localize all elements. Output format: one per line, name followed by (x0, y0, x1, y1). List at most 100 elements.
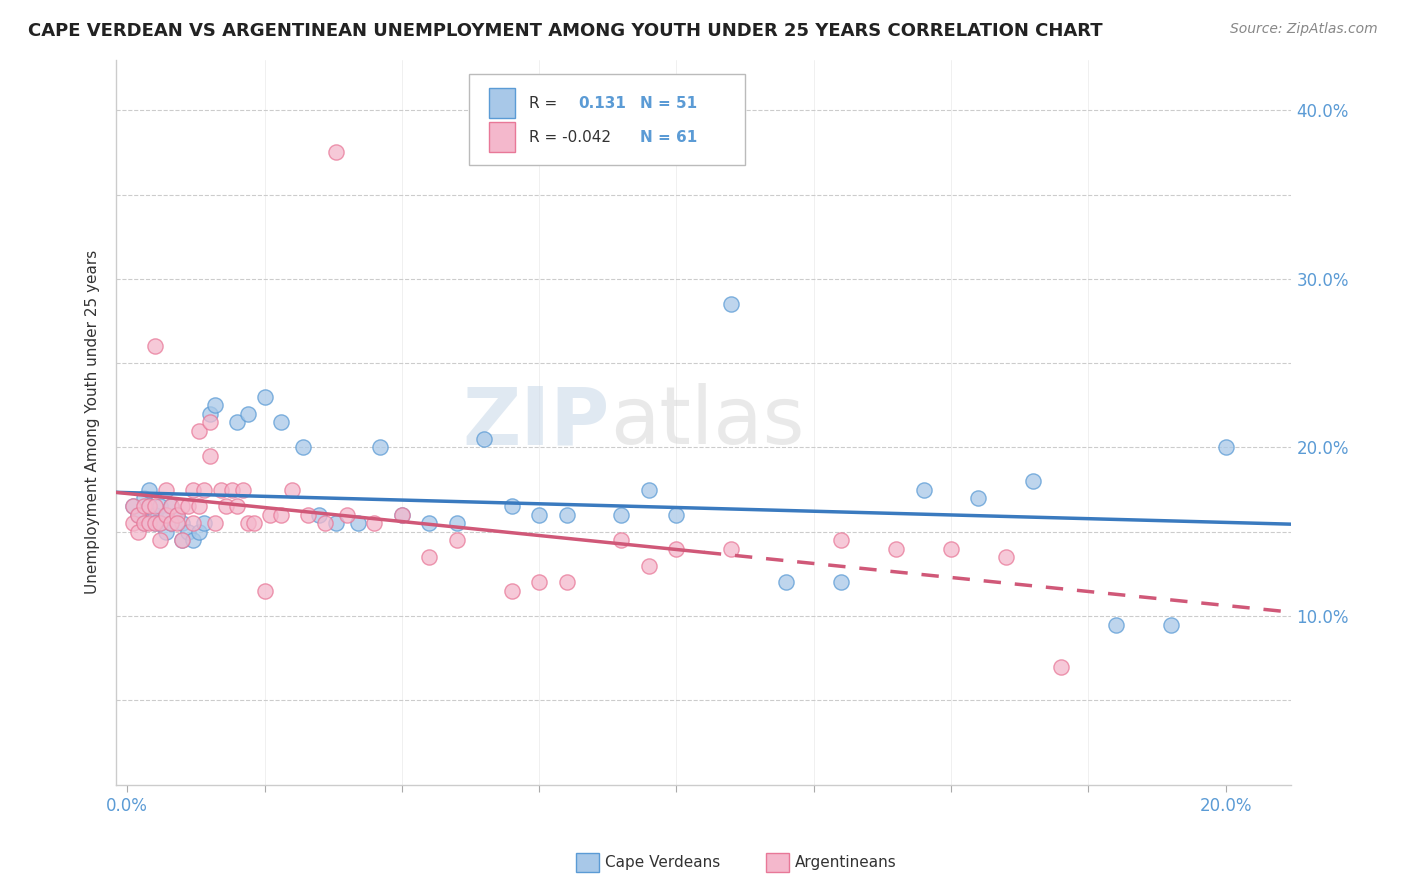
Point (314, 516, 336, 531)
Point (665, 508, 688, 522)
Point (226, 415, 249, 429)
Point (226, 500, 249, 514)
Point (198, 449, 221, 463)
Point (138, 483, 160, 497)
Point (391, 508, 413, 522)
Point (187, 500, 209, 514)
Point (1160, 617, 1182, 632)
Point (1215, 441, 1237, 455)
Point (368, 441, 391, 455)
Point (236, 407, 259, 421)
Point (325, 516, 347, 531)
Point (127, 508, 149, 522)
FancyBboxPatch shape (489, 88, 515, 119)
Point (172, 533, 194, 548)
Point (160, 516, 183, 531)
Point (1022, 474, 1045, 488)
Y-axis label: Unemployment Among Youth under 25 years: Unemployment Among Youth under 25 years (86, 250, 100, 594)
Point (138, 500, 160, 514)
Point (155, 483, 177, 497)
Point (555, 508, 578, 522)
Point (181, 516, 204, 531)
Point (176, 524, 198, 539)
Point (939, 541, 962, 556)
Text: ZIP: ZIP (463, 384, 610, 461)
Point (1049, 659, 1071, 673)
Point (308, 508, 330, 522)
Text: Source: ZipAtlas.com: Source: ZipAtlas.com (1230, 22, 1378, 37)
Text: 0.131: 0.131 (578, 95, 626, 111)
Point (610, 508, 633, 522)
Point (242, 516, 264, 531)
Point (160, 500, 183, 514)
Point (143, 516, 166, 531)
Point (204, 516, 226, 531)
Point (132, 516, 155, 531)
Point (143, 500, 166, 514)
Point (232, 483, 254, 497)
Point (994, 550, 1017, 565)
Point (221, 483, 243, 497)
Point (555, 575, 578, 590)
Point (912, 483, 935, 497)
Point (127, 524, 149, 539)
Point (967, 491, 990, 505)
Point (155, 508, 177, 522)
Point (347, 516, 370, 531)
Point (127, 508, 149, 522)
Point (121, 516, 143, 531)
Point (166, 516, 188, 531)
Point (198, 407, 221, 421)
Point (187, 424, 209, 438)
Point (132, 516, 155, 531)
Point (501, 500, 523, 514)
Text: R =: R = (529, 95, 557, 111)
Point (638, 558, 661, 573)
Point (149, 500, 172, 514)
Text: CAPE VERDEAN VS ARGENTINEAN UNEMPLOYMENT AMONG YOUTH UNDER 25 YEARS CORRELATION : CAPE VERDEAN VS ARGENTINEAN UNEMPLOYMENT… (28, 22, 1102, 40)
Point (253, 390, 276, 404)
Point (155, 524, 177, 539)
Point (1105, 617, 1128, 632)
Point (610, 533, 633, 548)
Point (181, 533, 204, 548)
Point (297, 508, 319, 522)
FancyBboxPatch shape (468, 74, 745, 165)
Point (325, 145, 347, 160)
Point (270, 415, 292, 429)
Point (176, 500, 198, 514)
Point (121, 500, 143, 514)
Point (236, 516, 259, 531)
Point (166, 508, 188, 522)
Text: N = 61: N = 61 (640, 129, 697, 145)
Point (775, 575, 797, 590)
Point (363, 516, 385, 531)
Point (215, 500, 238, 514)
Point (166, 508, 188, 522)
Point (209, 483, 232, 497)
Point (121, 500, 143, 514)
Point (291, 441, 314, 455)
Point (198, 415, 221, 429)
Text: Cape Verdeans: Cape Verdeans (605, 855, 720, 870)
Point (149, 516, 172, 531)
Point (472, 432, 495, 446)
Point (160, 500, 183, 514)
Point (149, 516, 172, 531)
Point (138, 516, 160, 531)
Point (259, 508, 281, 522)
Point (830, 533, 852, 548)
Point (527, 575, 550, 590)
Point (204, 398, 226, 412)
Point (418, 516, 440, 531)
Point (270, 508, 292, 522)
Point (181, 483, 204, 497)
Point (446, 516, 468, 531)
Point (501, 583, 523, 598)
Point (281, 483, 304, 497)
Text: Argentineans: Argentineans (794, 855, 896, 870)
Point (720, 541, 742, 556)
Point (149, 533, 172, 548)
FancyBboxPatch shape (489, 122, 515, 153)
Point (132, 500, 155, 514)
